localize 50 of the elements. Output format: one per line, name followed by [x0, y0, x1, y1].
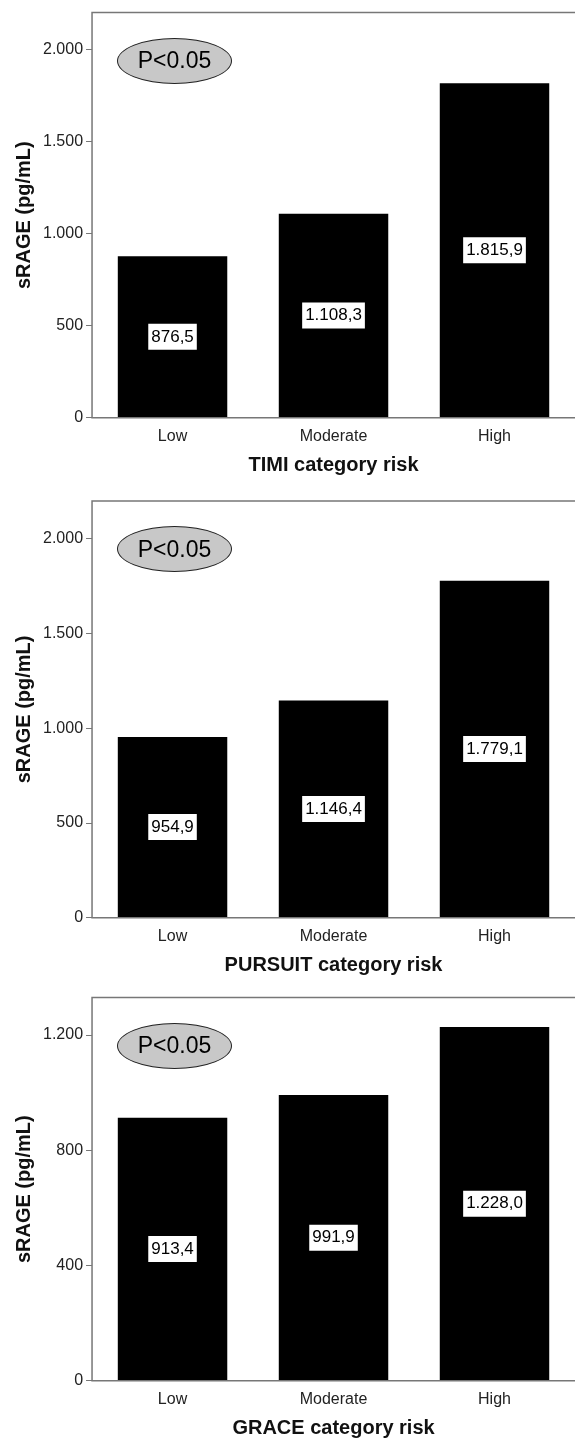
- y-axis-title: sRAGE (pg/mL): [11, 141, 34, 290]
- y-tick-label: 400: [56, 1255, 84, 1273]
- y-tick-label: 2.000: [42, 529, 84, 547]
- bar: [117, 736, 228, 918]
- oval-badge: P<0.05: [117, 1022, 233, 1069]
- x-tick-label: Moderate: [299, 1389, 368, 1407]
- x-tick-label: High: [478, 926, 511, 944]
- oval-badge: P<0.05: [117, 526, 233, 572]
- bar: [439, 83, 550, 418]
- bar: [278, 1095, 389, 1381]
- data-label: 954,9: [151, 816, 194, 836]
- x-tick-label: Moderate: [299, 926, 368, 944]
- y-tick-label: 0: [74, 408, 84, 426]
- x-tick-label: Moderate: [299, 426, 368, 444]
- x-tick-label: High: [478, 426, 511, 444]
- bar: [278, 700, 389, 918]
- data-label: 1.108,3: [305, 305, 362, 325]
- data-label: 1.815,9: [466, 240, 523, 260]
- y-tick-label: 800: [56, 1140, 84, 1158]
- bar: [439, 1026, 550, 1381]
- data-label: 913,4: [151, 1238, 194, 1258]
- y-tick-label: 1.000: [42, 718, 84, 736]
- oval-badge: P<0.05: [117, 37, 233, 84]
- bar: [117, 256, 228, 418]
- data-label: 1.779,1: [466, 738, 523, 758]
- y-axis-title: sRAGE (pg/mL): [11, 635, 34, 784]
- bar: [439, 580, 550, 918]
- bar: [117, 1117, 228, 1381]
- data-label: 876,5: [151, 326, 194, 346]
- x-tick-label: Low: [157, 1389, 188, 1407]
- y-tick-label: 0: [74, 908, 84, 926]
- x-axis-title: TIMI category risk: [248, 452, 420, 475]
- y-tick-label: 500: [56, 316, 84, 334]
- y-tick-label: 500: [56, 813, 84, 831]
- x-tick-label: Low: [157, 926, 188, 944]
- x-axis-title: GRACE category risk: [232, 1415, 436, 1438]
- data-label: 991,9: [312, 1227, 355, 1247]
- y-tick-label: 1.500: [42, 624, 84, 642]
- y-tick-label: 1.500: [42, 131, 84, 149]
- y-axis-title: sRAGE (pg/mL): [11, 1115, 34, 1264]
- y-tick-label: 1.000: [42, 224, 84, 242]
- y-tick-label: 1.200: [42, 1025, 84, 1043]
- data-label: 1.228,0: [466, 1193, 523, 1213]
- y-tick-label: 0: [74, 1371, 84, 1389]
- y-tick-label: 2.000: [42, 39, 84, 57]
- data-label: 1.146,4: [305, 798, 362, 818]
- x-tick-label: Low: [157, 426, 188, 444]
- x-axis-title: PURSUIT category risk: [224, 952, 444, 975]
- bar: [278, 213, 389, 418]
- x-tick-label: High: [478, 1389, 511, 1407]
